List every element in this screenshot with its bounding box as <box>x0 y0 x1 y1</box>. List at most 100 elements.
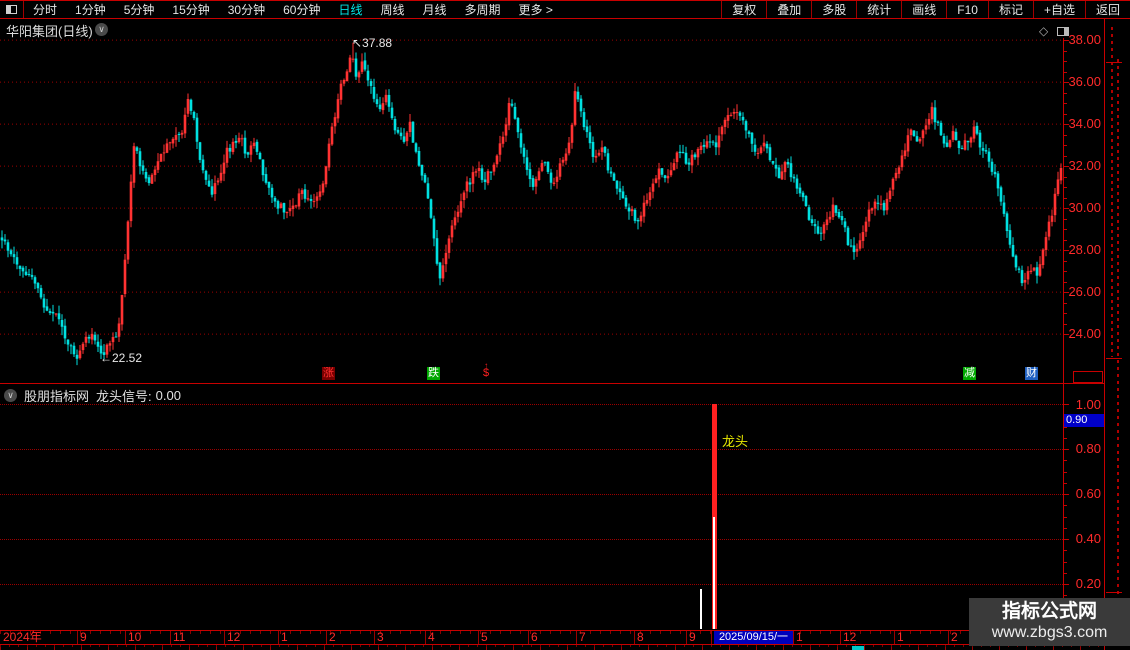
indicator-gridline <box>0 584 1063 585</box>
timeline-month-label: 10 <box>128 630 142 644</box>
period-button[interactable]: 周线 <box>380 3 405 17</box>
axis-tick <box>1063 166 1069 167</box>
axis-tick <box>1063 404 1069 405</box>
price-axis-label: 38.00 <box>1068 32 1101 48</box>
timeline-separator <box>948 631 949 644</box>
action-button[interactable]: 标记 <box>987 1 1033 18</box>
high-price-annotation: ↖37.88 <box>352 36 393 50</box>
axis-tick <box>1063 124 1069 125</box>
axis-tick <box>1063 334 1069 335</box>
axis-tick <box>1063 72 1067 73</box>
next-panel-highlight-cell <box>852 646 864 650</box>
axis-tick <box>1063 517 1067 518</box>
period-button[interactable]: 5分钟 <box>123 3 155 17</box>
timeline-separator <box>278 631 279 644</box>
action-button[interactable]: F10 <box>946 1 988 18</box>
price-axis-label: 30.00 <box>1068 200 1101 216</box>
indicator-axis-label: 0.40 <box>1075 531 1101 546</box>
timeline-separator <box>77 631 78 644</box>
action-button[interactable]: 返回 <box>1084 1 1130 18</box>
action-button[interactable]: 多股 <box>811 1 856 18</box>
axis-tick <box>1063 250 1069 251</box>
period-button[interactable]: 1分钟 <box>75 3 106 17</box>
timeline-ticks <box>0 631 1104 634</box>
axis-tick <box>1063 198 1067 199</box>
indicator-gridline <box>0 494 1063 495</box>
period-button[interactable]: 15分钟 <box>172 3 210 17</box>
period-button[interactable]: 更多 > <box>518 3 553 17</box>
timeline-month-label: 6 <box>531 630 538 644</box>
title-chevron-down-icon[interactable]: ∨ <box>95 23 108 36</box>
axis-tick <box>1063 156 1067 157</box>
period-button[interactable]: 月线 <box>422 3 447 17</box>
price-axis-label: 28.00 <box>1068 242 1101 258</box>
axis-tick <box>1063 61 1067 62</box>
timeline-separator <box>576 631 577 644</box>
chart-title: 华阳集团(日线) <box>6 24 93 39</box>
axis-tick <box>1063 595 1067 596</box>
axis-tick <box>1063 483 1067 484</box>
action-button[interactable]: 统计 <box>856 1 901 18</box>
axis-tick <box>1063 219 1067 220</box>
indicator-source: 股朋指标网 <box>24 389 90 404</box>
event-marker[interactable]: 减 <box>963 367 976 380</box>
timeline-month-label: 4 <box>428 630 435 644</box>
timeline-separator <box>634 631 635 644</box>
axis-tick <box>1063 562 1067 563</box>
timeline-separator <box>793 631 794 644</box>
timeline-month-label: 2 <box>329 630 336 644</box>
signal-bar <box>700 588 702 629</box>
timeline-month-label: 12 <box>843 630 857 644</box>
axis-tick <box>1063 303 1067 304</box>
dragon-head-signal-label: 龙头 <box>722 434 749 449</box>
event-marker[interactable]: 财 <box>1025 367 1038 380</box>
timeline-month-label: 3 <box>377 630 384 644</box>
action-button[interactable]: 画线 <box>901 1 946 18</box>
axis-tick <box>1063 472 1067 473</box>
price-axis-label: 32.00 <box>1068 158 1101 174</box>
price-axis-label: 24.00 <box>1068 326 1101 342</box>
timeline-separator <box>711 631 712 644</box>
axis-tick <box>1063 208 1069 209</box>
right-mini-panel[interactable] <box>1105 19 1130 650</box>
axis-tick <box>1063 271 1067 272</box>
timeline-separator <box>478 631 479 644</box>
diamond-icon[interactable]: ◇ <box>1039 24 1049 38</box>
axis-left-line <box>1063 38 1064 645</box>
period-button[interactable]: 多周期 <box>464 3 501 17</box>
timeline-month-label: 5 <box>481 630 488 644</box>
axis-tick <box>1063 550 1067 551</box>
action-button[interactable]: +自选 <box>1032 1 1085 18</box>
period-button[interactable]: 分时 <box>33 3 58 17</box>
timeline-separator <box>374 631 375 644</box>
axis-corner-box <box>1073 371 1103 383</box>
highlighted-date-box: 2025/09/15/一 <box>714 631 793 644</box>
axis-tick <box>1063 40 1069 41</box>
indicator-axis-label: 0.60 <box>1075 486 1101 501</box>
axis-tick <box>1063 229 1067 230</box>
layout-toggle-button[interactable] <box>0 1 24 18</box>
action-button[interactable]: 叠加 <box>766 1 811 18</box>
panel-window-icon[interactable] <box>1057 27 1069 36</box>
timeline-separator <box>326 631 327 644</box>
up-arrow-icon: ↑ <box>484 361 489 370</box>
axis-tick <box>1063 438 1067 439</box>
axis-tick <box>1063 292 1069 293</box>
period-button[interactable]: 日线 <box>338 3 363 17</box>
axis-tick <box>1063 103 1067 104</box>
ex-rights-marker[interactable]: ↑ $ <box>483 361 490 379</box>
price-axis-label: 26.00 <box>1068 284 1101 300</box>
action-button[interactable]: 复权 <box>721 1 766 18</box>
indicator-chevron-down-icon[interactable]: ∨ <box>4 389 17 402</box>
event-marker[interactable]: 跌 <box>427 367 440 380</box>
axis-tick <box>1063 460 1067 461</box>
timeline-month-label: 2 <box>951 630 958 644</box>
timeline-month-label: 7 <box>579 630 586 644</box>
period-button[interactable]: 60分钟 <box>283 3 321 17</box>
next-panel-cutoff-row <box>0 645 1104 650</box>
period-button[interactable]: 30分钟 <box>227 3 266 17</box>
candlestick-chart[interactable] <box>0 38 1063 383</box>
indicator-header: ∨ 股朋指标网 龙头信号: 0.00 <box>4 386 181 405</box>
axis-right-line <box>1104 19 1105 650</box>
event-marker[interactable]: 涨 <box>322 367 335 380</box>
